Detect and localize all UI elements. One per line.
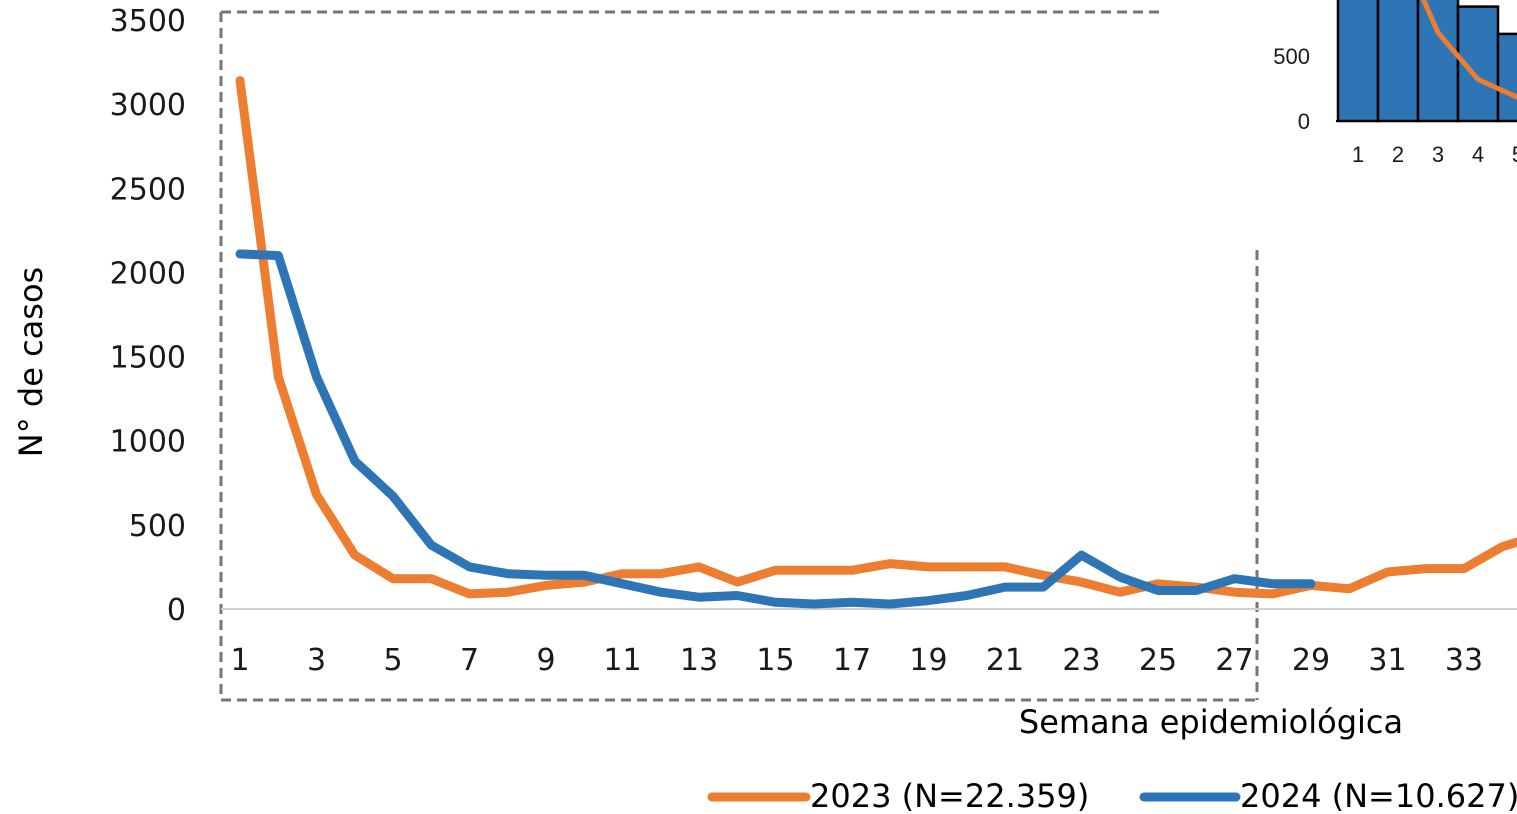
- x-tick-label: 25: [1139, 643, 1177, 678]
- y-axis-ticks: 0 500 1000 1500 2000 2500 3000 3500: [110, 4, 186, 628]
- inset-bar: [1336, 0, 1380, 123]
- series-lines: [235, 76, 1517, 609]
- legend-label-2023: 2023 (N=22.359): [810, 777, 1089, 814]
- inset-bar: [1376, 0, 1420, 123]
- x-tick-label: 9: [536, 643, 555, 678]
- y-tick-label: 1500: [110, 341, 186, 376]
- inset-y-tick-label: 0: [1298, 109, 1310, 134]
- x-tick-label: 33: [1445, 643, 1483, 678]
- x-tick-label: 1: [230, 643, 249, 678]
- x-tick-label: 3: [307, 643, 326, 678]
- x-tick-label: 29: [1292, 643, 1330, 678]
- zoom-region-box: [219, 10, 1259, 702]
- inset-x-tick-label: 1: [1352, 142, 1364, 167]
- inset-line-2023: [1420, 0, 1517, 100]
- legend-label-2024: 2024 (N=10.627): [1240, 777, 1517, 814]
- series-line-2023: [235, 76, 1517, 599]
- x-tick-label: 23: [1062, 643, 1100, 678]
- x-tick-label: 15: [756, 643, 794, 678]
- inset-bar: [1496, 32, 1517, 123]
- y-tick-label: 500: [129, 509, 186, 544]
- x-axis-title: Semana epidemiológica: [1019, 703, 1403, 741]
- legend: 2023 (N=22.359) 2024 (N=10.627): [707, 777, 1517, 814]
- x-tick-label: 17: [833, 643, 871, 678]
- series-line-2024: [235, 249, 1316, 609]
- y-tick-label: 1000: [110, 425, 186, 460]
- y-tick-label: 2000: [110, 256, 186, 291]
- inset-x-tick-label: 5: [1512, 142, 1517, 167]
- y-tick-label: 0: [167, 593, 186, 628]
- x-axis-ticks: 1 3 5 7 9 11 13 15 17 19 21 23 25 27 29 31 33: [230, 643, 1483, 678]
- y-tick-label: 3500: [110, 4, 186, 39]
- inset-x-tick-label: 4: [1472, 142, 1484, 167]
- y-tick-label: 3000: [110, 88, 186, 123]
- x-tick-label: 5: [383, 643, 402, 678]
- inset-bar: [1416, 0, 1460, 123]
- x-tick-label: 31: [1368, 643, 1406, 678]
- x-tick-label: 21: [986, 643, 1024, 678]
- x-tick-label: 7: [460, 643, 479, 678]
- x-tick-label: 19: [909, 643, 947, 678]
- x-tick-label: 11: [603, 643, 641, 678]
- x-tick-label: 13: [680, 643, 718, 678]
- y-axis-title: N° de casos: [12, 267, 50, 457]
- inset-x-tick-label: 3: [1432, 142, 1444, 167]
- inset-x-tick-label: 2: [1392, 142, 1404, 167]
- inset-bar-chart: 1 2 3 4 5 0 500: [1250, 0, 1517, 175]
- x-tick-label: 27: [1215, 643, 1253, 678]
- inset-y-tick-label: 500: [1273, 44, 1310, 69]
- y-tick-label: 2500: [110, 172, 186, 207]
